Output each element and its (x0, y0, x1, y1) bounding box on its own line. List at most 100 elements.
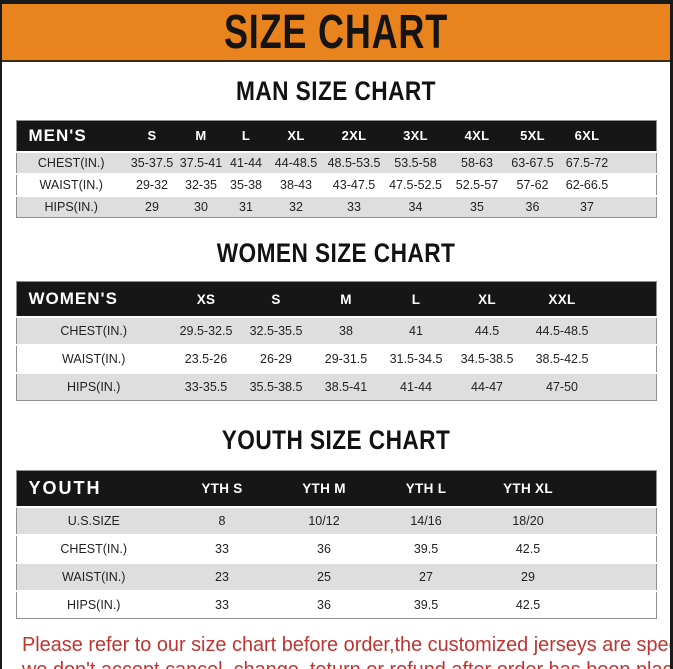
table-row: HIPS(IN.) 33 36 39.5 42.5 (16, 590, 656, 619)
page-title: SIZE CHART (224, 3, 448, 59)
table-cell-spacer (579, 562, 656, 592)
column-header: YTH S (171, 470, 273, 508)
youth-header-row: YOUTH YTH S YTH M YTH L YTH XL (16, 470, 656, 508)
table-row: WAIST(IN.) 29-32 32-35 35-38 38-43 43-47… (16, 172, 656, 196)
table-cell-spacer (579, 534, 656, 564)
table-cell-spacer (579, 590, 656, 619)
table-cell: 44-48.5 (268, 150, 324, 174)
column-header: 3XL (384, 120, 447, 152)
table-cell: 41-44 (224, 150, 268, 174)
table-row: WAIST(IN.) 23.5-26 26-29 29-31.5 31.5-34… (16, 344, 656, 374)
column-header: L (381, 281, 451, 318)
column-header-spacer (601, 281, 656, 318)
column-header: YTH XL (477, 470, 579, 508)
row-label: HIPS(IN.) (16, 590, 171, 619)
table-cell: 27 (375, 562, 477, 592)
women-section-heading: WOMEN SIZE CHART (216, 237, 456, 268)
table-cell: 33 (171, 534, 273, 564)
table-cell: 29 (477, 562, 579, 592)
table-cell: 37.5-41 (178, 150, 224, 174)
column-header-spacer (579, 470, 656, 508)
row-label: CHEST(IN.) (16, 534, 171, 564)
table-cell: 10/12 (273, 506, 375, 536)
table-cell: 39.5 (375, 534, 477, 564)
table-cell: 48.5-53.5 (324, 150, 384, 174)
table-cell: 38.5-41 (311, 372, 381, 401)
men-size-table: MEN'S S M L XL 2XL 3XL 4XL 5XL 6XL CHEST… (15, 119, 657, 218)
table-cell: 35-37.5 (126, 150, 178, 174)
column-header: 2XL (324, 120, 384, 152)
table-cell: 14/16 (375, 506, 477, 536)
row-label: CHEST(IN.) (16, 150, 126, 174)
table-cell: 8 (171, 506, 273, 536)
table-row: CHEST(IN.) 29.5-32.5 32.5-35.5 38 41 44.… (16, 316, 656, 346)
table-cell: 36 (273, 590, 375, 619)
table-cell: 25 (273, 562, 375, 592)
table-cell: 37 (558, 194, 616, 218)
table-cell-spacer (616, 172, 656, 196)
column-header: M (178, 120, 224, 152)
table-cell: 38.5-42.5 (523, 344, 601, 374)
table-cell: 35.5-38.5 (241, 372, 311, 401)
table-cell: 32 (268, 194, 324, 218)
table-cell: 29 (126, 194, 178, 218)
table-cell: 58-63 (447, 150, 507, 174)
column-header: XL (451, 281, 523, 318)
column-header: YTH M (273, 470, 375, 508)
table-cell: 32-35 (178, 172, 224, 196)
men-header-row: MEN'S S M L XL 2XL 3XL 4XL 5XL 6XL (16, 120, 656, 152)
table-cell: 47-50 (523, 372, 601, 401)
table-cell: 36 (273, 534, 375, 564)
table-cell: 26-29 (241, 344, 311, 374)
column-header: S (241, 281, 311, 318)
table-cell-spacer (616, 194, 656, 218)
table-cell-spacer (601, 372, 656, 401)
table-row: HIPS(IN.) 33-35.5 35.5-38.5 38.5-41 41-4… (16, 372, 656, 401)
table-cell: 18/20 (477, 506, 579, 536)
table-cell: 34 (384, 194, 447, 218)
men-table-title: MEN'S (16, 120, 126, 152)
row-label: HIPS(IN.) (16, 194, 126, 218)
table-cell: 42.5 (477, 534, 579, 564)
table-cell: 44.5-48.5 (523, 316, 601, 346)
table-row: HIPS(IN.) 29 30 31 32 33 34 35 36 37 (16, 194, 656, 218)
table-cell: 44.5 (451, 316, 523, 346)
column-header: L (224, 120, 268, 152)
disclaimer-note: Please refer to our size chart before or… (22, 632, 670, 669)
men-section-heading: MAN SIZE CHART (236, 76, 436, 106)
youth-size-table: YOUTH YTH S YTH M YTH L YTH XL U.S.SIZE … (15, 470, 657, 620)
table-cell: 29-32 (126, 172, 178, 196)
table-cell: 43-47.5 (324, 172, 384, 196)
column-header: XS (171, 281, 241, 318)
row-label: WAIST(IN.) (16, 172, 126, 196)
table-cell: 35-38 (224, 172, 268, 196)
table-cell-spacer (601, 344, 656, 374)
table-cell-spacer (579, 506, 656, 536)
column-header: XL (268, 120, 324, 152)
table-cell: 32.5-35.5 (241, 316, 311, 346)
table-cell: 38-43 (268, 172, 324, 196)
table-cell-spacer (616, 150, 656, 174)
row-label: U.S.SIZE (16, 506, 171, 536)
table-cell: 39.5 (375, 590, 477, 619)
table-cell: 31.5-34.5 (381, 344, 451, 374)
table-cell: 34.5-38.5 (451, 344, 523, 374)
table-cell: 57-62 (507, 172, 558, 196)
row-label: HIPS(IN.) (16, 372, 171, 401)
table-row: CHEST(IN.) 33 36 39.5 42.5 (16, 534, 656, 564)
column-header: 4XL (447, 120, 507, 152)
column-header: YTH L (375, 470, 477, 508)
table-cell: 53.5-58 (384, 150, 447, 174)
table-cell: 63-67.5 (507, 150, 558, 174)
table-cell: 23.5-26 (171, 344, 241, 374)
disclaimer-line-1: Please refer to our size chart before or… (22, 633, 670, 657)
table-cell: 36 (507, 194, 558, 218)
title-banner: SIZE CHART (2, 4, 670, 62)
table-cell: 35 (447, 194, 507, 218)
table-cell: 41 (381, 316, 451, 346)
row-label: WAIST(IN.) (16, 344, 171, 374)
youth-section-heading: YOUTH SIZE CHART (221, 425, 451, 456)
column-header: XXL (523, 281, 601, 318)
table-cell: 29-31.5 (311, 344, 381, 374)
